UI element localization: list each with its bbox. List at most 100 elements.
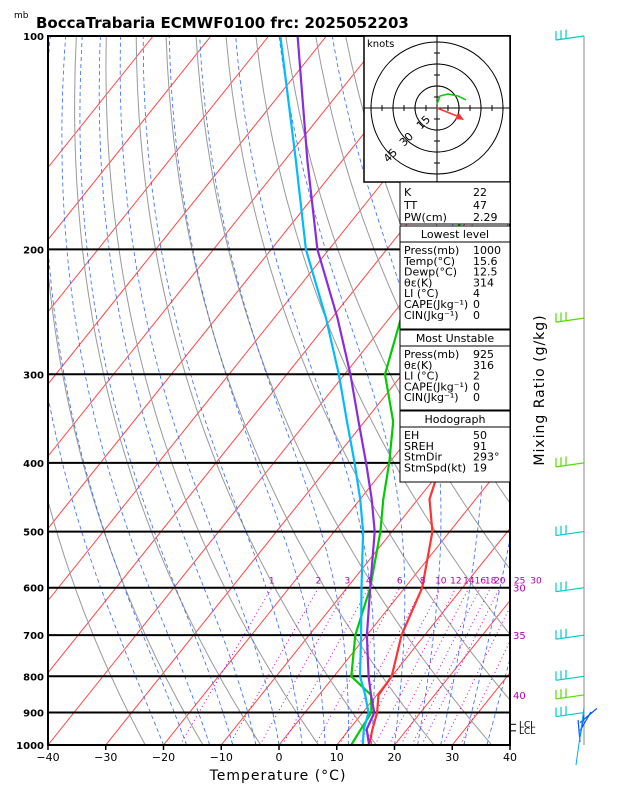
- hodograph-trace: [436, 93, 467, 105]
- moist-adiabat: [199, 36, 349, 745]
- pressure-tick-label: 500: [23, 528, 44, 539]
- table-title: Most Unstable: [416, 332, 495, 345]
- table-row-value: 15.6: [473, 255, 498, 268]
- table-row-value: 293°: [473, 451, 500, 464]
- dry-adiabat: [105, 36, 320, 745]
- moist-adiabat: [486, 657, 510, 745]
- pw-label: PW(cm): [404, 211, 447, 224]
- table-row-value: 50: [473, 429, 487, 442]
- isotherm: [48, 36, 270, 313]
- moist-adiabat: [98, 36, 257, 745]
- lcl-label: LCL: [519, 720, 535, 730]
- moist-adiabat: [142, 36, 303, 745]
- theta-e-label: 40: [513, 691, 526, 702]
- profile-parcel: [296, 36, 376, 745]
- table-row-label: Press(mb): [404, 244, 459, 257]
- theta-e-labels: 30 35 40: [513, 584, 526, 702]
- table-row-label: EH: [404, 429, 419, 442]
- table-row-label: Press(mb): [404, 348, 459, 361]
- dry-adiabat: [585, 36, 618, 745]
- table-row-value: 0: [473, 309, 480, 322]
- table-row-value: 925: [473, 348, 494, 361]
- temperature-tick-label: −10: [210, 751, 233, 764]
- pressure-tick-label: 1000: [16, 741, 44, 752]
- wind-barb: [555, 35, 585, 41]
- pressure-tick-label: 900: [23, 709, 44, 720]
- temperature-axis: −40 −30 −20 −10 0 10 20 30 40: [36, 745, 517, 764]
- temperature-tick-label: −30: [94, 751, 117, 764]
- mixing-ratio-line: [315, 587, 401, 745]
- k-label: K: [404, 186, 412, 199]
- isotherm: [394, 599, 510, 745]
- mixing-ratio-label: 25: [514, 577, 525, 587]
- hodograph-unit: knots: [367, 39, 394, 50]
- moist-adiabat: [278, 36, 406, 745]
- pressure-tick-label: 800: [23, 672, 44, 683]
- mixing-ratio-label: 4: [366, 577, 372, 587]
- wind-barb: [575, 707, 585, 766]
- pressure-axis: 100 200 300 400 500 600 700 800 900 1000: [16, 32, 44, 752]
- table-row-value: 316: [473, 359, 494, 372]
- moist-adiabat: [48, 393, 164, 745]
- table-row-label: SREH: [404, 440, 434, 453]
- isotherm: [105, 238, 510, 745]
- table-row-value: 91: [473, 440, 487, 453]
- mixing-ratio-label: 14: [463, 577, 475, 587]
- isotherm: [336, 527, 510, 745]
- mixing-ratio-label: 3: [345, 577, 351, 587]
- mixing-ratio-label: 20: [494, 577, 506, 587]
- profile-virtual: [279, 36, 370, 745]
- isotherm: [48, 36, 212, 241]
- table-row-value: 314: [473, 276, 494, 289]
- pressure-tick-label: 400: [23, 459, 44, 470]
- table-row-label: CAPE(Jkg⁻¹): [404, 380, 468, 393]
- table-row-label: Temp(°C): [403, 255, 455, 268]
- mixing-ratio-label: 18: [485, 577, 497, 587]
- mixing-ratio-line: [411, 587, 492, 745]
- theta-e-label: 35: [513, 631, 526, 642]
- wind-barb: [555, 675, 585, 681]
- table-row-label: θε(K): [404, 359, 432, 372]
- moist-adiabat: [61, 36, 211, 745]
- temperature-tick-label: 30: [445, 751, 459, 764]
- isotherm: [509, 744, 510, 745]
- wind-barb: [555, 634, 585, 640]
- mixing-ratio-line: [179, 587, 273, 745]
- mixing-ratio-label: 30: [530, 577, 542, 587]
- table-row-label: θε(K): [404, 276, 432, 289]
- moist-adiabat: [509, 743, 510, 745]
- table-row-value: 4: [473, 287, 480, 300]
- temperature-tick-label: −20: [152, 751, 175, 764]
- theta-e-label: 30: [513, 584, 526, 595]
- table-title: Lowest level: [421, 228, 489, 241]
- dry-adiabat: [555, 36, 618, 745]
- mixing-ratio-label: 8: [420, 577, 426, 587]
- mixing-ratio-label: 1: [269, 577, 275, 587]
- mixing-ratio-line: [421, 587, 501, 745]
- mixing-ratio-label: 12: [450, 577, 461, 587]
- mixing-ratio-label: 6: [397, 577, 403, 587]
- mixing-ratio-label: 16: [475, 577, 487, 587]
- mixing-ratio-line: [228, 587, 319, 745]
- indices-table: K 22 TT 47 PW(cm) 2.29: [399, 181, 511, 225]
- wind-barb: [555, 317, 585, 323]
- table-row-label: Dewp(°C): [404, 266, 457, 279]
- moist-adiabat: [463, 36, 510, 745]
- wind-barb: [555, 462, 585, 468]
- wind-barbs: [555, 29, 598, 766]
- temperature-tick-label: 0: [276, 751, 283, 764]
- temperature-tick-label: 10: [330, 751, 344, 764]
- table-row-label: LI (°C): [404, 370, 439, 383]
- pressure-tick-label: 300: [23, 370, 44, 381]
- table-row-value: 0: [473, 380, 480, 393]
- isotherm: [48, 36, 154, 169]
- table-row-label: LI (°C): [404, 287, 439, 300]
- moist-adiabat: [168, 36, 326, 745]
- table-row-value: 19: [473, 461, 487, 474]
- pressure-tick-label: 100: [23, 32, 44, 43]
- wind-barb: [555, 530, 585, 537]
- mixing-ratio-line: [282, 587, 370, 745]
- wind-barb: [555, 711, 585, 718]
- hodograph-inset: knots 15 30 45: [363, 35, 511, 183]
